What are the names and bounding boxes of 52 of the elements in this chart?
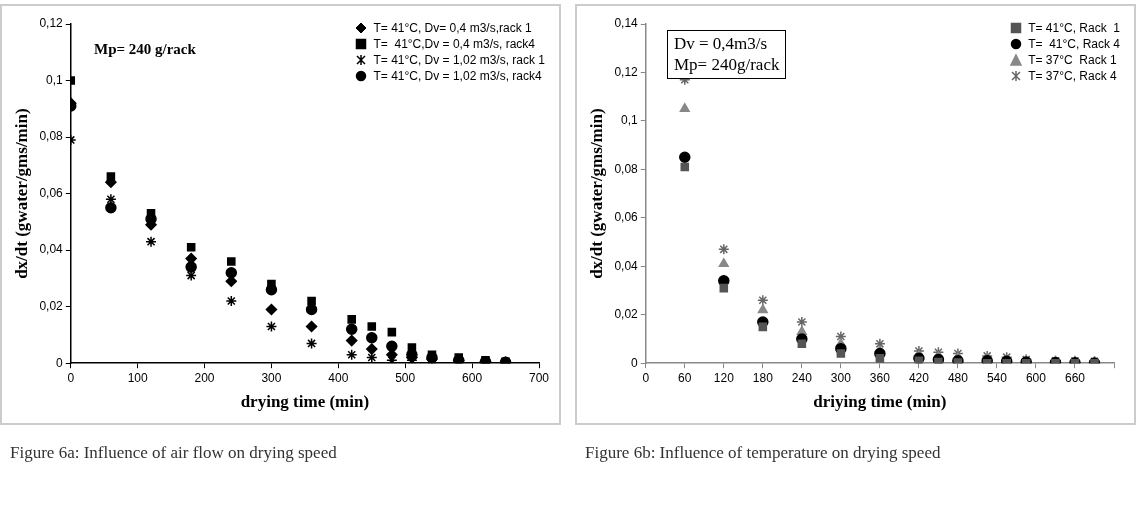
x-tick-label: 500 bbox=[395, 370, 416, 385]
x-tick-label: 120 bbox=[713, 370, 735, 385]
annotation: Dv = 0,4m3/s bbox=[674, 33, 769, 55]
x-axis-title: drying time (min) bbox=[240, 392, 370, 412]
y-tick-label: 0,1 bbox=[621, 113, 639, 128]
x-tick-label: 360 bbox=[869, 370, 891, 385]
x-tick-label: 240 bbox=[791, 370, 813, 385]
x-tick-label: 300 bbox=[261, 370, 282, 385]
y-tick-label: 0,06 bbox=[39, 185, 64, 200]
y-tick-label: 0,04 bbox=[39, 242, 64, 257]
y-tick-label: 0 bbox=[56, 355, 64, 370]
legend-label: T= 41°C, Dv= 0,4 m3/s,rack 1 bbox=[373, 20, 532, 36]
x-tick-label: 300 bbox=[830, 370, 852, 385]
y-tick-label: 0,08 bbox=[614, 161, 639, 176]
x-tick-label: 700 bbox=[528, 370, 550, 385]
legend-label: T= 41°C, Rack 1 bbox=[1028, 20, 1120, 36]
x-tick-label: 0 bbox=[642, 370, 650, 385]
y-tick-label: 0,12 bbox=[39, 16, 64, 31]
caption: Figure 6a: Influence of air flow on drying speed bbox=[9, 443, 338, 463]
y-axis-title: dx/dt (gwater/gms/min) bbox=[586, 108, 606, 279]
legend-label: T= 41°C, Dv = 1,02 m3/s, rack4 bbox=[373, 68, 542, 84]
legend-label: T= 37°C Rack 1 bbox=[1028, 52, 1117, 68]
x-tick-label: 200 bbox=[194, 370, 215, 385]
y-tick-label: 0,12 bbox=[614, 64, 639, 79]
y-tick-label: 0 bbox=[631, 355, 639, 370]
x-tick-label: 420 bbox=[908, 370, 930, 385]
y-tick-label: 0,1 bbox=[46, 72, 64, 87]
legend-label: T= 37°C, Rack 4 bbox=[1028, 68, 1117, 84]
y-tick-label: 0,06 bbox=[614, 210, 639, 225]
x-axis-title: driying time (min) bbox=[813, 392, 947, 412]
x-tick-label: 480 bbox=[947, 370, 969, 385]
x-tick-label: 600 bbox=[462, 370, 483, 385]
y-tick-label: 0,02 bbox=[39, 298, 64, 313]
x-tick-label: 400 bbox=[328, 370, 349, 385]
x-tick-label: 180 bbox=[752, 370, 774, 385]
x-tick-label: 540 bbox=[986, 370, 1008, 385]
x-tick-label: 100 bbox=[127, 370, 148, 385]
legend-label: T= 41°C,Dv = 0,4 m3/s, rack4 bbox=[373, 36, 535, 52]
legend-label: T= 41°C, Dv = 1,02 m3/s, rack 1 bbox=[373, 52, 545, 68]
legend-label: T= 41°C, Rack 4 bbox=[1028, 36, 1120, 52]
annotation: Mp= 240g/rack bbox=[674, 54, 780, 76]
y-tick-label: 0,02 bbox=[614, 307, 639, 322]
y-tick-label: 0,08 bbox=[39, 129, 64, 144]
x-tick-label: 660 bbox=[1064, 370, 1086, 385]
x-tick-label: 600 bbox=[1025, 370, 1047, 385]
x-tick-label: 60 bbox=[678, 370, 692, 385]
annotation: Mp= 240 g/rack bbox=[94, 40, 196, 59]
caption: Figure 6b: Influence of temperature on drying speed bbox=[584, 443, 942, 463]
y-tick-label: 0,14 bbox=[614, 16, 639, 31]
y-tick-label: 0,04 bbox=[614, 258, 639, 273]
y-axis-title: dx/dt (gwater/gms/min) bbox=[11, 108, 31, 279]
x-tick-label: 0 bbox=[67, 370, 75, 385]
